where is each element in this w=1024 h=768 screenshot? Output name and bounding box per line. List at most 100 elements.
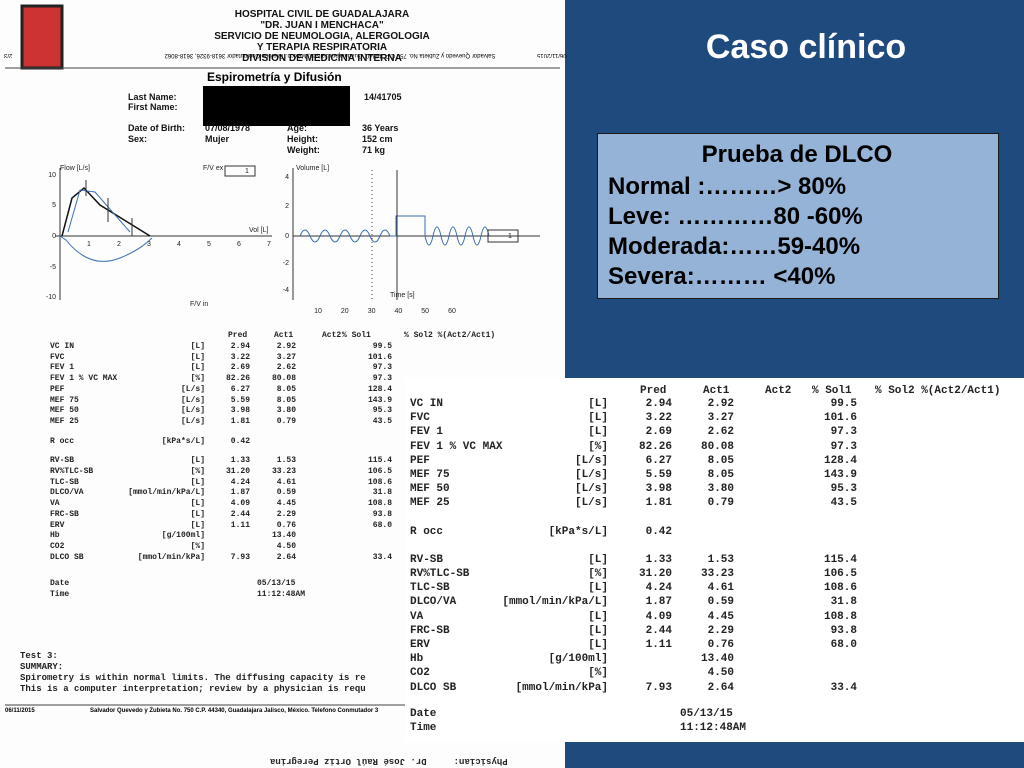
cell: 2.44: [230, 509, 250, 519]
legend: 1: [245, 168, 249, 175]
cell: 33.4: [830, 681, 857, 694]
column-header: Act1: [703, 385, 730, 397]
cell: [L]: [588, 610, 608, 623]
cell: 93.8: [830, 624, 857, 637]
row-name: PEF: [410, 454, 430, 467]
cell: [%]: [190, 374, 205, 384]
patient-field: Mujer: [205, 134, 230, 144]
cell: [L/s]: [574, 454, 608, 467]
cell: 1.81: [645, 497, 672, 510]
cell: 31.20: [225, 467, 250, 476]
cell: [L]: [588, 624, 608, 637]
cell: 2.29: [276, 509, 296, 519]
time: 11:12:48AM: [680, 722, 747, 735]
box-line: Leve: …………80 -60%: [608, 203, 863, 230]
row-name: RV%TLC-SB: [410, 568, 470, 580]
date: 05/13/15: [257, 579, 296, 588]
mirrored-physician: Physician: Dr. José Raúl Ortiz Peregrina: [270, 756, 508, 766]
cell: 2.64: [707, 681, 734, 694]
x-tick-label: 2: [117, 241, 121, 248]
box-line: Severa:……… <40%: [608, 263, 836, 290]
mirrored-address: Salvador Quevedo y Zubieta No. 750 C.P. …: [164, 52, 496, 58]
row-name: RV-SB: [50, 456, 75, 466]
legend: 1: [508, 233, 512, 240]
cell: 128.4: [823, 454, 857, 467]
date-label: Date: [410, 708, 437, 720]
cell: 1.87: [645, 596, 672, 609]
cell: 3.22: [645, 412, 672, 425]
patient-field: 07/08/1978: [205, 123, 251, 133]
cell: [%]: [190, 467, 205, 476]
dlco-box: [597, 133, 999, 299]
row-name: Hb: [410, 653, 424, 666]
cell: 1.11: [645, 639, 672, 651]
axis-label: F/V in: [190, 301, 209, 308]
box-line: Normal :………> 80%: [608, 173, 847, 200]
cell: 1.87: [230, 488, 250, 498]
x-tick-label: 6: [237, 241, 241, 248]
cell: 0.76: [707, 639, 734, 651]
cell: 93.8: [372, 509, 392, 519]
x-tick-label: 5: [207, 241, 211, 248]
cell: [L/s]: [180, 395, 205, 405]
x-tick-label: 7: [267, 241, 271, 248]
cell: [L/s]: [180, 406, 205, 416]
row-name: MEF 25: [410, 497, 450, 510]
row-name: MEF 50: [50, 406, 79, 416]
cell: 31.8: [372, 488, 392, 498]
patient-field: 14/41705: [364, 92, 402, 102]
box-heading: Prueba de DLCO: [701, 141, 893, 168]
row-name: CO2: [410, 667, 430, 680]
cell: [L]: [190, 456, 205, 466]
row-name: ERV: [410, 639, 430, 651]
row-name: CO2: [50, 541, 65, 551]
cell: 4.61: [707, 582, 734, 595]
cell: 95.3: [830, 483, 857, 496]
y-tick-label: 2: [285, 203, 289, 210]
cell: 80.08: [700, 440, 734, 453]
cell: 143.9: [823, 469, 857, 481]
header-line: SERVICIO DE NEUMOLOGIA, ALERGOLOGIA: [214, 31, 430, 42]
cell: 0.59: [276, 488, 296, 498]
summary-line: SUMMARY:: [20, 662, 64, 672]
cell: 4.50: [276, 541, 296, 551]
patient-field: 36 Years: [362, 123, 399, 133]
cell: 8.05: [707, 469, 734, 481]
column-header: % Sol2 %(Act2/Act1): [404, 331, 496, 340]
cell: [L]: [588, 412, 608, 425]
page-number: 2/3: [4, 52, 13, 58]
cell: 0.42: [230, 436, 250, 446]
cell: 4.09: [230, 499, 250, 509]
cell: 97.3: [372, 374, 392, 384]
cell: 95.3: [372, 406, 392, 416]
x-tick-label: 10: [314, 308, 322, 315]
y-tick-label: 0: [285, 233, 289, 240]
row-name: FEV 1: [50, 363, 75, 373]
cell: [L]: [588, 639, 608, 651]
cell: [kPa*s/L]: [548, 525, 608, 538]
footer-address: Salvador Quevedo y Zubieta No. 750 C.P. …: [90, 708, 379, 714]
patient-field: Age:: [287, 123, 307, 133]
row-name: TLC-SB: [50, 477, 79, 487]
x-tick-label: 3: [147, 241, 151, 248]
row-name: VC IN: [410, 398, 444, 410]
column-header: % Sol2 %(Act2/Act1): [875, 385, 1001, 397]
cell: [L]: [588, 553, 608, 566]
cell: 108.8: [367, 499, 392, 509]
x-tick-label: 30: [367, 308, 376, 315]
cell: 2.29: [707, 624, 734, 637]
column-header: Act2: [765, 385, 792, 397]
cell: 43.5: [830, 497, 857, 510]
cell: 97.3: [830, 440, 857, 453]
column-header: Act2: [322, 331, 342, 340]
cell: 128.4: [367, 384, 392, 394]
cell: 4.24: [230, 477, 250, 487]
cell: [L]: [190, 520, 205, 530]
cell: 97.3: [830, 426, 857, 439]
cell: 5.59: [230, 395, 250, 405]
cell: 3.98: [230, 406, 250, 416]
row-name: VA: [50, 499, 60, 509]
time-label: Time: [50, 589, 70, 599]
header-line: DIVISION DE MEDICINA INTERNA: [242, 53, 402, 64]
cell: 13.40: [700, 653, 734, 666]
